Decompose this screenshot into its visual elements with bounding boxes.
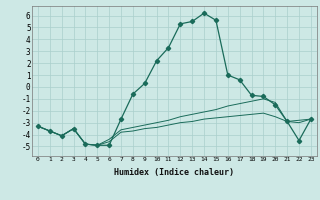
X-axis label: Humidex (Indice chaleur): Humidex (Indice chaleur) xyxy=(115,168,234,177)
